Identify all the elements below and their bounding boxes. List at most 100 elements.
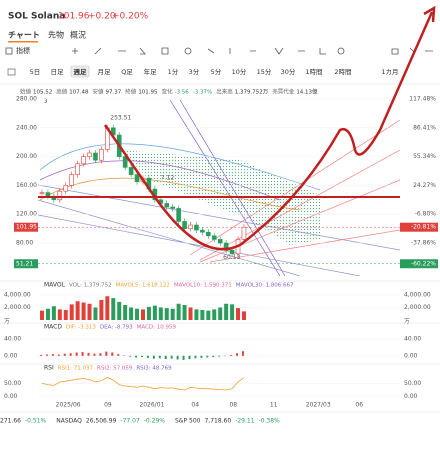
- period-button[interactable]: 30分: [281, 67, 296, 76]
- tab[interactable]: 先物: [48, 30, 64, 40]
- bar: [152, 355, 155, 359]
- tab[interactable]: チャート: [8, 31, 40, 40]
- ticker-item: -0.38%: [259, 418, 281, 425]
- panel-title: MAVOL: [44, 282, 66, 289]
- collapse-toggle[interactable]: 3: [44, 99, 48, 105]
- bar: [81, 352, 84, 356]
- tab[interactable]: 概況: [70, 30, 86, 40]
- candle-body: [229, 249, 235, 255]
- x-tick-label: 06: [355, 402, 363, 409]
- change: +0.20: [88, 12, 116, 22]
- y-tick-label: 4,000.00: [4, 292, 31, 299]
- period-button[interactable]: 3分: [189, 67, 200, 76]
- y2-tick-label: -37.86%: [411, 240, 436, 247]
- bar: [129, 307, 134, 320]
- y2-tick-label: -6.80%: [415, 211, 437, 218]
- period-button[interactable]: 5日: [30, 68, 41, 76]
- candle-body: [63, 185, 69, 192]
- bar: [224, 303, 229, 320]
- y2-tick-label: 2,000.00: [404, 304, 431, 311]
- bar: [75, 352, 78, 356]
- bar: [241, 351, 244, 356]
- y2-tick-label: 4,000.00: [404, 292, 431, 299]
- info-value: 1,379.752万: [235, 89, 269, 96]
- x-tick-label: 2025/06: [56, 402, 81, 409]
- info-label: 高値: [56, 88, 68, 96]
- y-tick-label: 40.00: [4, 336, 21, 343]
- bar: [218, 355, 221, 357]
- period-button[interactable]: 1時間: [305, 68, 322, 76]
- bar: [93, 353, 96, 356]
- bar: [206, 310, 211, 320]
- bar: [218, 307, 223, 320]
- bar: [140, 309, 145, 320]
- candle-body: [57, 190, 63, 201]
- period-button[interactable]: 1分: [168, 67, 179, 76]
- bar: [99, 353, 102, 356]
- bar: [40, 310, 44, 320]
- period-button[interactable]: 15分: [257, 67, 272, 76]
- panel-legend: RSI3: 48.769: [136, 366, 172, 372]
- bar: [87, 303, 92, 320]
- y-tick-label: 120.00: [16, 211, 37, 218]
- period-button[interactable]: 月足: [98, 68, 112, 76]
- period-button[interactable]: 週足: [74, 67, 88, 76]
- bar: [212, 309, 217, 320]
- candle-body: [206, 231, 211, 237]
- period-button[interactable]: 日足: [51, 68, 65, 76]
- bar: [63, 310, 68, 320]
- bar: [99, 300, 104, 320]
- bar: [57, 309, 62, 320]
- ticker-item: NASDAQ: [56, 418, 82, 425]
- panel-legend: MACD: 10.959: [137, 325, 177, 331]
- period-button[interactable]: 10分: [232, 67, 247, 76]
- panel-legend: RSI2: 57.059: [97, 366, 133, 372]
- y2-tick-label: 0.00: [404, 352, 418, 359]
- ticker-item: -29.11: [235, 418, 255, 425]
- bar: [158, 355, 161, 359]
- bar: [117, 354, 120, 356]
- ticker-item: -0.29%: [144, 418, 166, 425]
- period-button[interactable]: 5分: [211, 67, 222, 76]
- bar: [158, 307, 163, 320]
- panel-legend: MAVOL10: 1,590.371: [174, 283, 232, 289]
- candle-body: [211, 235, 217, 240]
- bar: [69, 353, 72, 356]
- x-tick-label: 2027/03: [306, 402, 331, 409]
- bar: [45, 308, 50, 320]
- period-button[interactable]: Q足: [121, 68, 133, 76]
- info-label: 変化: [162, 88, 174, 96]
- period-button[interactable]: 1カ月: [381, 68, 398, 76]
- candle-body: [170, 206, 175, 209]
- indicator-button[interactable]: 指標: [16, 46, 30, 55]
- candle-body: [182, 221, 187, 229]
- candle-body: [188, 224, 193, 229]
- panel-legend: VOL: 1,379.752: [69, 283, 112, 289]
- y-tick-label: 80.00: [16, 240, 33, 247]
- bar: [206, 355, 209, 358]
- symbol-name: SOL Solana: [8, 12, 65, 22]
- bar: [200, 310, 205, 320]
- candle-body: [81, 156, 86, 165]
- period-button[interactable]: 年足: [144, 67, 158, 76]
- panel-legend: DEA: -8.793: [100, 325, 133, 331]
- info-label: 安値: [93, 88, 105, 96]
- bar: [200, 355, 203, 358]
- info-label: 終値: [125, 88, 137, 96]
- y2-tick-label: 55.34%: [413, 153, 436, 160]
- candle-body: [75, 163, 80, 175]
- panel-title: MACD: [44, 324, 62, 331]
- bar: [170, 308, 175, 320]
- candle-body: [200, 229, 205, 233]
- x-tick-label: 09: [104, 402, 112, 409]
- info-value: 101.95: [138, 90, 158, 96]
- bar: [230, 304, 235, 320]
- info-value: 105.52: [33, 90, 52, 96]
- period-button[interactable]: 2時間: [334, 68, 351, 76]
- panel-title: RSI: [44, 365, 54, 372]
- drawn-arrowhead: [423, 5, 436, 23]
- y-tick-label: 160.00: [16, 182, 37, 189]
- candle-body: [45, 192, 51, 197]
- bar: [241, 311, 246, 320]
- ticker-item: S&P 500: [175, 418, 201, 425]
